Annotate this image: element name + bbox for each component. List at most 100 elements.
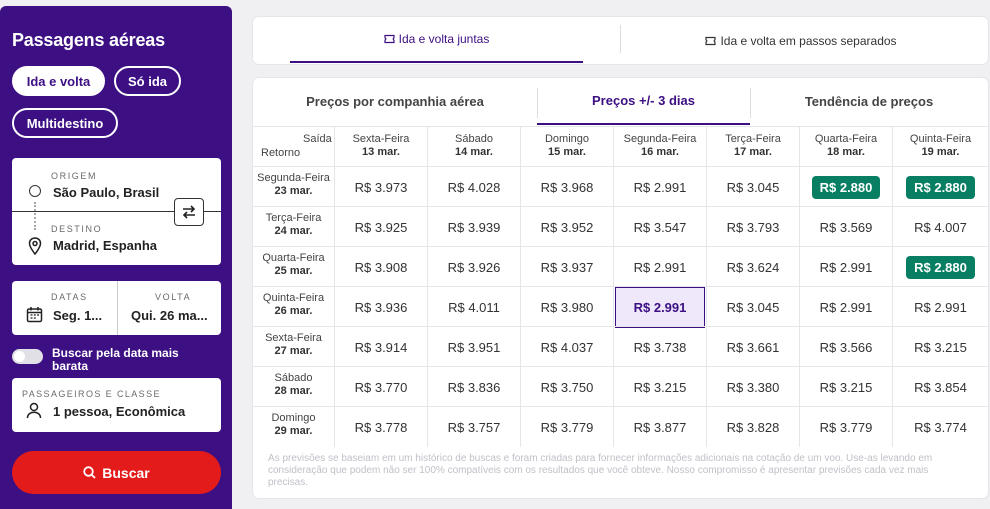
price-cell[interactable]: R$ 2.991 (799, 247, 892, 287)
return-day: Domingo (271, 412, 316, 424)
price-cell[interactable]: R$ 3.779 (520, 407, 613, 447)
price-value: R$ 3.926 (447, 259, 501, 275)
return-day: Sábado (274, 372, 313, 384)
return-date: 29 mar. (274, 425, 313, 437)
price-value: R$ 3.770 (354, 379, 408, 395)
price-cell[interactable]: R$ 3.045 (706, 287, 799, 327)
return-date-field[interactable]: Qui. 26 ma... (131, 308, 208, 323)
price-cell[interactable]: R$ 3.939 (427, 207, 520, 247)
price-cell[interactable]: R$ 3.045 (706, 167, 799, 207)
search-button[interactable]: Buscar (12, 451, 221, 494)
departure-day: Domingo (544, 133, 590, 145)
price-value: R$ 3.914 (354, 339, 408, 355)
search-button-label: Buscar (102, 464, 150, 481)
price-cell[interactable]: R$ 3.937 (520, 247, 613, 287)
price-value: R$ 3.380 (726, 379, 780, 395)
ticket-icon (705, 36, 717, 45)
tab-price-trend[interactable]: Tendência de preços (804, 94, 934, 109)
price-value: R$ 3.908 (354, 259, 408, 275)
price-cell[interactable]: R$ 4.037 (520, 327, 613, 367)
passengers-field[interactable]: 1 pessoa, Econômica (53, 404, 186, 419)
price-cell[interactable]: R$ 4.028 (427, 167, 520, 207)
tab-roundtrip-together[interactable]: Ida e volta juntas (290, 17, 583, 63)
price-cell[interactable]: R$ 3.952 (520, 207, 613, 247)
price-cell[interactable]: R$ 3.757 (427, 407, 520, 447)
price-cell[interactable]: R$ 3.779 (799, 407, 892, 447)
price-cell[interactable]: R$ 3.968 (520, 167, 613, 207)
price-cell[interactable]: R$ 3.547 (613, 207, 706, 247)
return-date-header: Sexta-Feira 27 mar. (253, 327, 334, 367)
price-value: R$ 3.968 (540, 179, 594, 195)
price-cell[interactable]: R$ 2.991 (613, 167, 706, 207)
price-cell[interactable]: R$ 3.926 (427, 247, 520, 287)
price-cell[interactable]: R$ 3.877 (613, 407, 706, 447)
price-cell[interactable]: R$ 3.624 (706, 247, 799, 287)
price-cell[interactable]: R$ 4.011 (427, 287, 520, 327)
tab-prices-plus-minus-3-days[interactable]: Preços +/- 3 dias (537, 78, 750, 125)
price-cell[interactable]: R$ 3.569 (799, 207, 892, 247)
price-cell[interactable]: R$ 3.836 (427, 367, 520, 407)
swap-route-button[interactable] (174, 198, 204, 226)
corner-return-label: Retorno (261, 147, 301, 159)
passengers-box[interactable]: PASSAGEIROS E CLASSE 1 pessoa, Econômica (12, 378, 221, 432)
price-value: R$ 3.973 (354, 179, 408, 195)
price-cell[interactable]: R$ 3.215 (613, 367, 706, 407)
price-cell[interactable]: R$ 3.566 (799, 327, 892, 367)
trip-type-roundtrip[interactable]: Ida e volta (12, 66, 105, 96)
cheapest-date-toggle[interactable] (12, 349, 43, 364)
price-value: R$ 2.991 (615, 287, 705, 328)
price-cell[interactable]: R$ 3.750 (520, 367, 613, 407)
origin-field[interactable]: São Paulo, Brasil (53, 185, 160, 200)
destination-field[interactable]: Madrid, Espanha (53, 238, 158, 253)
price-value: R$ 3.661 (726, 339, 780, 355)
price-cell[interactable]: R$ 3.908 (334, 247, 427, 287)
price-value: R$ 3.877 (633, 419, 687, 435)
price-cell[interactable]: R$ 2.991 (799, 287, 892, 327)
departure-date-header: Segunda-Feira 16 mar. (613, 127, 706, 167)
price-cell[interactable]: R$ 3.774 (892, 407, 988, 447)
price-cell[interactable]: R$ 3.738 (613, 327, 706, 367)
corner-departure-label: Saída (303, 133, 332, 145)
price-cell[interactable]: R$ 3.778 (334, 407, 427, 447)
price-value: R$ 3.750 (540, 379, 594, 395)
price-row: Terça-Feira 24 mar. R$ 3.925 R$ 3.939 R$ 3.9… (253, 206, 988, 247)
price-cell[interactable]: R$ 3.215 (799, 367, 892, 407)
price-cell[interactable]: R$ 3.828 (706, 407, 799, 447)
price-cell-best[interactable]: R$ 2.880 (892, 247, 988, 287)
tab-roundtrip-separate[interactable]: Ida e volta em passos separados (621, 17, 981, 64)
price-cell[interactable]: R$ 3.914 (334, 327, 427, 367)
price-cell-best[interactable]: R$ 2.880 (892, 167, 988, 207)
price-cell[interactable]: R$ 3.854 (892, 367, 988, 407)
price-cell[interactable]: R$ 3.770 (334, 367, 427, 407)
price-value: R$ 3.952 (540, 219, 594, 235)
price-value: R$ 3.836 (447, 379, 501, 395)
price-cell[interactable]: R$ 2.991 (613, 247, 706, 287)
price-cell[interactable]: R$ 3.951 (427, 327, 520, 367)
price-cell[interactable]: R$ 3.793 (706, 207, 799, 247)
price-cell[interactable]: R$ 3.215 (892, 327, 988, 367)
price-cell-selected[interactable]: R$ 2.991 (613, 287, 706, 328)
departure-day: Terça-Feira (725, 133, 781, 145)
price-cell[interactable]: R$ 3.661 (706, 327, 799, 367)
origin-label: ORIGEM (51, 171, 98, 181)
trip-mode-tabs: Ida e volta juntas Ida e volta em passos… (253, 17, 988, 64)
return-day: Sexta-Feira (265, 332, 322, 344)
origin-circle-icon (29, 185, 41, 197)
price-cell[interactable]: R$ 2.991 (892, 287, 988, 327)
disclaimer-text: As previsões se baseiam em um histórico … (268, 453, 933, 488)
price-cell[interactable]: R$ 3.980 (520, 287, 613, 327)
price-cell[interactable]: R$ 3.925 (334, 207, 427, 247)
price-row: Segunda-Feira 23 mar. R$ 3.973 R$ 4.028 R$ 3… (253, 166, 988, 207)
price-cell-best[interactable]: R$ 2.880 (799, 167, 892, 207)
departure-date-header: Sábado 14 mar. (427, 127, 520, 167)
trip-type-multidestination[interactable]: Multidestino (12, 108, 118, 138)
price-cell[interactable]: R$ 3.380 (706, 367, 799, 407)
departure-date-header: Quinta-Feira 19 mar. (892, 127, 988, 167)
price-cell[interactable]: R$ 4.007 (892, 207, 988, 247)
price-cell[interactable]: R$ 3.973 (334, 167, 427, 207)
price-cell[interactable]: R$ 3.936 (334, 287, 427, 327)
tab-prices-by-airline[interactable]: Preços por companhia aérea (306, 94, 484, 109)
price-row: Quinta-Feira 26 mar. R$ 3.936 R$ 4.011 R$ 3.… (253, 286, 988, 328)
trip-type-oneway[interactable]: Só ida (114, 66, 181, 96)
departure-date-field[interactable]: Seg. 1... (53, 308, 103, 323)
